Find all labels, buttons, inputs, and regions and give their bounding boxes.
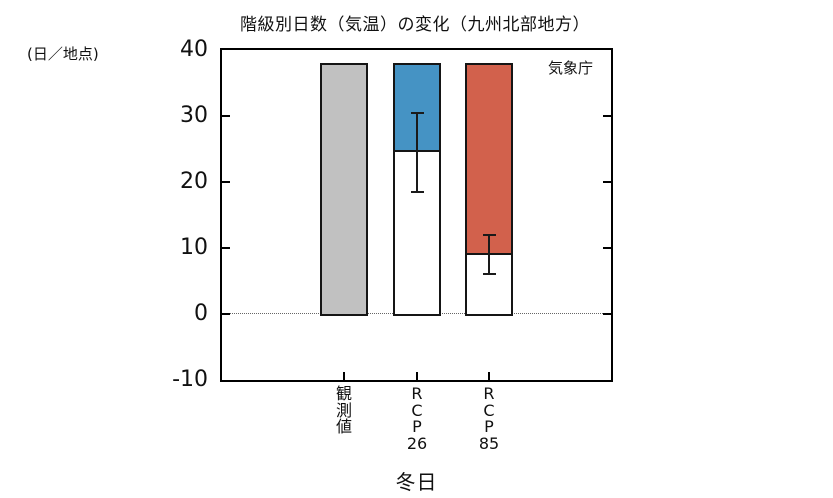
x-tick-label-observed: 観測値 [335, 384, 353, 436]
y-tick-right [603, 313, 611, 315]
x-tick-label-line: 85 [478, 433, 500, 453]
y-tick-label-20: 20 [180, 169, 208, 194]
x-tick-label-line: C [483, 400, 495, 420]
x-tick-3 [488, 372, 490, 380]
x-tick-label-line: P [484, 417, 494, 436]
x-tick-label-line: 測 [335, 400, 353, 420]
chart-title: 階級別日数（気温）の変化（九州北部地方） [240, 15, 590, 35]
x-tick-label-rcp85: R C P 85 [478, 384, 500, 453]
y-axis-unit-label: (日／地点) [27, 45, 99, 63]
error-bar-rcp26 [416, 112, 418, 192]
x-axis-title: 冬日 [395, 470, 438, 494]
y-tick-left [222, 313, 230, 315]
error-bar-cap-bottom-rcp85 [483, 273, 496, 276]
x-tick-label-line: 観 [335, 384, 353, 403]
x-tick-1 [343, 372, 345, 380]
y-tick-label-40: 40 [180, 37, 208, 62]
error-bar-cap-bottom-rcp26 [411, 190, 424, 193]
y-tick-right [603, 115, 611, 117]
x-tick-label-line: 26 [406, 433, 428, 453]
y-tick-label-10: 10 [180, 235, 208, 260]
y-tick-left [222, 181, 230, 183]
x-tick-label-line: R [411, 384, 423, 403]
plot-area: 気象庁 [220, 48, 613, 382]
y-tick-left [222, 247, 230, 249]
x-tick-label-line: C [411, 400, 423, 420]
error-bar-cap-top-rcp85 [483, 233, 496, 236]
x-tick-label-line: 値 [335, 417, 353, 436]
y-tick-label-30: 30 [180, 103, 208, 128]
bar-rcp85 [465, 63, 513, 316]
y-tick-left [222, 115, 230, 117]
x-tick-label-rcp26: R C P 26 [406, 384, 428, 453]
bar-decrease-segment-rcp85 [467, 65, 511, 255]
x-tick-2 [416, 372, 418, 380]
y-tick-label--10: -10 [172, 367, 208, 392]
bar-observed [320, 63, 368, 316]
x-tick-label-line: P [412, 417, 422, 436]
y-tick-right [603, 247, 611, 249]
error-bar-cap-top-rcp26 [411, 111, 424, 114]
y-tick-label-0: 0 [194, 301, 208, 326]
x-tick-label-line: R [483, 384, 495, 403]
agency-label: 気象庁 [547, 59, 593, 77]
y-tick-right [603, 181, 611, 183]
error-bar-rcp85 [488, 234, 490, 275]
